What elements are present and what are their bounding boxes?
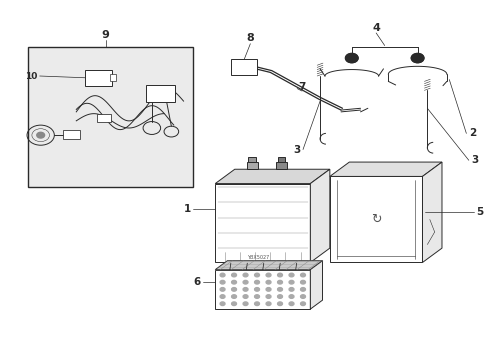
Circle shape [300, 288, 305, 291]
Circle shape [265, 295, 270, 298]
Circle shape [254, 295, 259, 298]
Text: 2: 2 [468, 129, 475, 138]
Bar [27, 47, 193, 187]
Circle shape [300, 280, 305, 284]
Bar [329, 176, 422, 262]
Circle shape [243, 295, 247, 298]
Text: 4: 4 [371, 23, 379, 33]
Circle shape [410, 53, 423, 63]
Text: 3: 3 [293, 144, 300, 154]
Text: ↻: ↻ [370, 213, 381, 226]
Circle shape [220, 273, 224, 277]
Text: 5: 5 [475, 207, 482, 217]
Polygon shape [310, 169, 329, 262]
Polygon shape [329, 162, 441, 176]
Text: 9: 9 [102, 30, 109, 40]
Circle shape [265, 280, 270, 284]
Circle shape [288, 280, 293, 284]
Circle shape [265, 302, 270, 306]
Polygon shape [215, 169, 329, 184]
Circle shape [277, 273, 282, 277]
Circle shape [243, 280, 247, 284]
Circle shape [345, 53, 357, 63]
Circle shape [220, 288, 224, 291]
Bar [215, 184, 310, 262]
Circle shape [231, 273, 236, 277]
Text: 6: 6 [193, 277, 200, 287]
Circle shape [300, 295, 305, 298]
Text: 1: 1 [183, 204, 190, 214]
Circle shape [231, 302, 236, 306]
Circle shape [220, 295, 224, 298]
Circle shape [254, 273, 259, 277]
Circle shape [231, 280, 236, 284]
Bar [277, 157, 285, 162]
Circle shape [277, 295, 282, 298]
Circle shape [265, 288, 270, 291]
Circle shape [300, 273, 305, 277]
Circle shape [254, 302, 259, 306]
Text: 3: 3 [470, 155, 478, 165]
Circle shape [37, 132, 44, 138]
FancyBboxPatch shape [63, 130, 80, 139]
Circle shape [243, 273, 247, 277]
FancyBboxPatch shape [84, 69, 112, 86]
Circle shape [254, 280, 259, 284]
Text: 8: 8 [246, 33, 254, 43]
FancyBboxPatch shape [230, 59, 257, 75]
FancyBboxPatch shape [145, 85, 175, 102]
Polygon shape [310, 261, 322, 309]
Circle shape [288, 302, 293, 306]
Circle shape [265, 273, 270, 277]
Circle shape [254, 288, 259, 291]
Circle shape [220, 302, 224, 306]
Polygon shape [422, 162, 441, 262]
Polygon shape [215, 261, 322, 270]
Circle shape [231, 288, 236, 291]
Bar [110, 74, 116, 81]
FancyBboxPatch shape [97, 114, 111, 122]
Text: 7: 7 [298, 82, 305, 92]
Bar [248, 157, 256, 162]
Bar [276, 162, 286, 169]
Circle shape [300, 302, 305, 306]
Circle shape [243, 302, 247, 306]
Circle shape [220, 280, 224, 284]
Circle shape [277, 302, 282, 306]
Text: YBX5027: YBX5027 [246, 255, 268, 260]
Circle shape [288, 295, 293, 298]
Circle shape [277, 288, 282, 291]
Circle shape [288, 273, 293, 277]
Bar [215, 270, 310, 309]
Circle shape [231, 295, 236, 298]
Circle shape [243, 288, 247, 291]
Bar [246, 162, 257, 169]
Circle shape [277, 280, 282, 284]
Circle shape [288, 288, 293, 291]
Text: 10: 10 [25, 72, 37, 81]
